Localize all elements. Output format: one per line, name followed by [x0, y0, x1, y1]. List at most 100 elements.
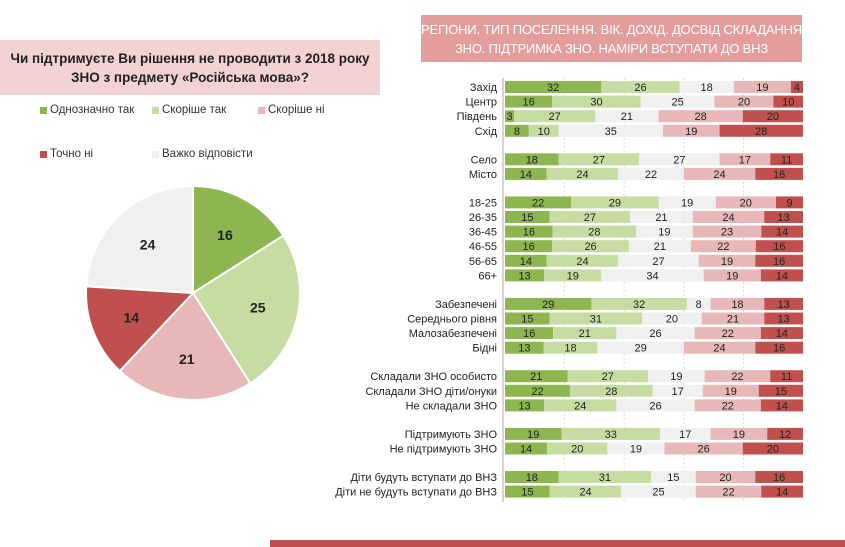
bar-data-label: 34 — [646, 270, 658, 282]
bar-segment — [694, 327, 761, 340]
bar-row: Діти будуть вступати до ВНЗ 18 31 15 20 16 — [350, 471, 803, 484]
bar-data-label: 15 — [775, 386, 787, 398]
pie-slice — [191, 234, 301, 385]
bar-data-label: 14 — [776, 270, 788, 282]
bar-data-label: 16 — [773, 169, 785, 181]
bar-segment — [628, 240, 691, 253]
row-label: Складали ЗНО особисто — [370, 371, 497, 383]
bar-row: 46-55 16 26 21 22 16 — [469, 240, 803, 253]
bar-segment — [764, 297, 803, 310]
bar-segment — [505, 95, 553, 108]
bar-segment — [773, 95, 803, 108]
bar-segment — [758, 384, 803, 397]
bar-segment — [703, 269, 761, 282]
bar-segment — [651, 471, 696, 483]
bar-segment — [618, 167, 684, 180]
bar-segment — [694, 399, 761, 412]
bar-data-label: 19 — [725, 386, 737, 398]
pie-slice — [192, 184, 285, 295]
bar-segment — [701, 312, 765, 325]
bar-row: Не складали ЗНО 13 24 26 22 14 — [406, 399, 803, 412]
bar-chart-header: РЕГІОНИ. ТИП ПОСЕЛЕННЯ. ВІК. ДОХІД. ДОСВ… — [421, 15, 802, 62]
bar-segment — [561, 427, 660, 440]
bar-segment — [715, 196, 776, 209]
bar-data-label: 28 — [755, 126, 767, 138]
pie-data-label: 16 — [217, 227, 233, 243]
bar-row: Забезпечені 29 32 8 18 13 — [435, 297, 803, 311]
bar-segment — [543, 341, 598, 354]
bar-segment — [505, 211, 550, 223]
bar-row: Складали ЗНО особисто 21 27 19 22 11 — [370, 370, 803, 383]
pie-slice — [85, 184, 194, 295]
bar-data-label: 15 — [667, 472, 679, 484]
bar-segment — [514, 110, 596, 123]
bar-data-label: 19 — [527, 429, 539, 441]
bar-data-label: 13 — [778, 212, 790, 224]
bar-segment — [591, 297, 687, 310]
bar-row: Середнього рівня 15 31 20 21 13 — [407, 312, 803, 326]
bar-segment — [690, 240, 756, 253]
bar-data-label: 16 — [522, 241, 534, 253]
bar-data-label: 15 — [521, 487, 533, 499]
legend-label: Важко відповісти — [162, 148, 253, 160]
row-label: Не підтримують ЗНО — [390, 444, 498, 456]
legend-label: Однозначно так — [50, 104, 135, 116]
bar-data-label: 10 — [782, 97, 794, 109]
bar-segment — [755, 341, 803, 354]
bar-data-label: 21 — [579, 328, 591, 340]
bar-data-label: 20 — [767, 111, 779, 123]
bar-segment — [640, 95, 715, 108]
bar-segment — [755, 240, 803, 253]
bar-segment — [698, 254, 756, 267]
bar-segment — [547, 442, 608, 455]
bar-segment — [648, 370, 705, 383]
bar-data-label: 14 — [776, 227, 788, 239]
bar-segment — [505, 153, 559, 166]
bar-data-label: 19 — [685, 126, 697, 138]
bar-segment — [505, 269, 545, 282]
question-title: Чи підтримуєте Ви рішення не проводити з… — [0, 40, 380, 95]
bar-segment — [505, 471, 559, 483]
pie-data-label: 21 — [179, 351, 195, 367]
bar-row: Центр 16 30 25 20 10 — [466, 95, 803, 109]
legend-swatch — [152, 150, 159, 158]
bar-data-label: 22 — [532, 197, 544, 209]
bar-data-label: 18 — [701, 82, 713, 94]
bar-segment — [719, 124, 803, 137]
bar-data-label: 19 — [670, 371, 682, 383]
bar-data-label: 14 — [520, 444, 532, 456]
bar-data-label: 22 — [722, 487, 734, 499]
bar-segment — [601, 269, 704, 282]
bar-data-label: 24 — [713, 169, 725, 181]
bar-segment — [505, 384, 570, 397]
bar-data-label: 13 — [778, 314, 790, 326]
bar-segment — [505, 196, 572, 209]
bar-segment — [505, 341, 544, 354]
bar-segment — [546, 254, 619, 267]
bar-data-label: 13 — [778, 299, 790, 311]
bar-data-label: 18 — [526, 154, 538, 166]
bar-segment — [505, 110, 515, 123]
bar-data-label: 27 — [549, 111, 561, 123]
bar-segment — [546, 167, 619, 180]
bar-row: Підтримують ЗНО 19 33 17 19 12 — [405, 427, 803, 441]
bar-data-label: 28 — [605, 386, 617, 398]
bar-data-label: 16 — [522, 97, 534, 109]
bar-data-label: 26 — [698, 444, 710, 456]
bar-data-label: 29 — [634, 343, 646, 355]
bar-data-label: 24 — [576, 169, 588, 181]
bar-data-label: 28 — [588, 227, 600, 239]
bar-segment — [505, 399, 545, 412]
bar-data-label: 19 — [681, 197, 693, 209]
bar-data-label: 16 — [523, 328, 535, 340]
bar-row: Малозабезпечені 16 21 26 22 14 — [409, 327, 803, 340]
bar-segment — [714, 95, 774, 108]
bar-row: 66+ 13 19 34 19 14 — [478, 269, 803, 282]
bar-data-label: 24 — [576, 256, 588, 268]
row-label: 26-35 — [469, 212, 497, 224]
bar-segment — [505, 240, 553, 253]
bar-segment — [658, 196, 716, 209]
bar-data-label: 20 — [740, 197, 752, 209]
row-label: Південь — [457, 111, 498, 123]
bar-segment — [505, 225, 553, 238]
